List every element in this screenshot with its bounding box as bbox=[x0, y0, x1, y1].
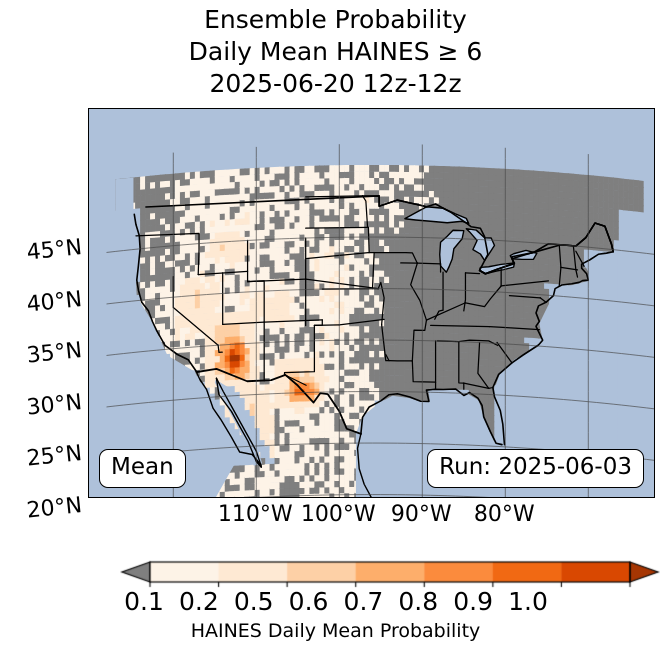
mean-label-box: Mean bbox=[99, 449, 186, 488]
title-line-1: Ensemble Probability bbox=[204, 5, 467, 34]
colorbar-tick-0-6: 0.6 bbox=[288, 587, 329, 616]
run-date-label-box: Run: 2025-06-03 bbox=[427, 449, 644, 488]
lat-tick-40: 40°N bbox=[25, 286, 84, 318]
lon-tick-110: 110°W bbox=[217, 502, 293, 527]
colorbar-tick-0-2: 0.2 bbox=[178, 587, 219, 616]
lon-tick-90: 90°W bbox=[390, 502, 452, 527]
lat-tick-20: 20°N bbox=[25, 492, 84, 524]
lat-tick-35: 35°N bbox=[25, 338, 84, 369]
colorbar-tick-0-1: 0.1 bbox=[124, 587, 164, 616]
lat-tick-30: 30°N bbox=[25, 389, 84, 421]
lat-tick-45: 45°N bbox=[25, 235, 84, 266]
title-line-2: Daily Mean HAINES ≥ 6 bbox=[188, 37, 483, 66]
colorbar bbox=[120, 560, 660, 594]
map-plot-area[interactable]: Mean Run: 2025-06-03 bbox=[88, 108, 655, 498]
colorbar-tick-0-7: 0.7 bbox=[343, 587, 384, 616]
colorbar-tick-0-5: 0.5 bbox=[233, 587, 274, 616]
lon-tick-80: 80°W bbox=[473, 502, 535, 527]
colorbar-tick-1-0: 1.0 bbox=[508, 587, 548, 616]
lat-tick-25: 25°N bbox=[25, 441, 84, 472]
colorbar-tick-0-9: 0.9 bbox=[453, 587, 494, 616]
colorbar-gradient bbox=[120, 560, 660, 594]
title-line-3: 2025-06-20 12z-12z bbox=[209, 69, 462, 98]
lon-tick-100: 100°W bbox=[300, 502, 376, 527]
colorbar-axis-label: HAINES Daily Mean Probability bbox=[190, 620, 481, 642]
chart-title: Ensemble Probability Daily Mean HAINES ≥… bbox=[0, 4, 671, 100]
colorbar-tick-0-8: 0.8 bbox=[398, 587, 439, 616]
probability-heatmap bbox=[89, 109, 654, 497]
